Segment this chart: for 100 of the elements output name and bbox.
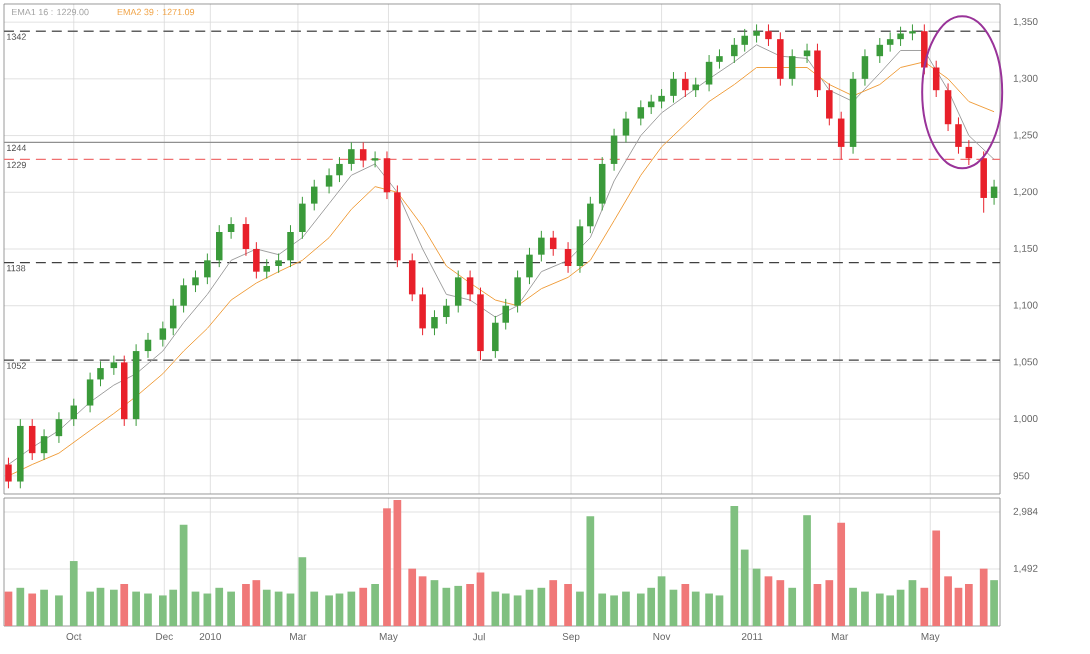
candlestick — [431, 309, 438, 336]
bar — [549, 580, 558, 626]
bar — [132, 591, 140, 626]
candlestick — [765, 23, 772, 47]
candlestick — [275, 253, 282, 274]
candlestick — [814, 43, 821, 98]
bar — [849, 587, 857, 626]
candlestick — [788, 48, 796, 87]
bar — [55, 595, 63, 626]
candlestick — [159, 321, 167, 348]
bar — [120, 583, 129, 626]
bar — [525, 589, 534, 626]
bar — [227, 591, 235, 626]
candlestick — [180, 277, 187, 314]
candlestick — [803, 43, 811, 64]
bar — [191, 591, 200, 626]
candlestick — [658, 88, 665, 109]
bar — [990, 580, 998, 626]
bar — [622, 591, 630, 626]
candlestick — [336, 156, 343, 183]
candlestick — [514, 270, 521, 314]
candlestick — [348, 141, 355, 172]
candlestick — [325, 167, 333, 194]
bar — [813, 583, 822, 626]
candlestick — [682, 71, 689, 98]
candlestick — [502, 298, 509, 331]
candlestick — [564, 241, 572, 274]
bar — [598, 593, 607, 626]
bar — [513, 595, 522, 626]
bar — [40, 589, 48, 626]
candlestick — [538, 230, 545, 262]
bar — [920, 587, 929, 626]
bar — [669, 589, 678, 626]
candlestick — [310, 179, 318, 211]
candlestick — [419, 287, 426, 336]
bar — [310, 591, 319, 626]
bar — [788, 587, 797, 626]
candlestick — [299, 196, 306, 240]
candlestick — [886, 31, 894, 53]
candlestick — [86, 372, 94, 413]
bar — [28, 593, 37, 626]
candlestick — [408, 253, 416, 302]
bar — [691, 591, 700, 626]
candlestick — [826, 82, 833, 126]
bar — [109, 589, 118, 626]
candlestick — [637, 99, 645, 126]
candlestick — [587, 196, 594, 234]
candlestick — [705, 54, 713, 92]
candlestick — [861, 48, 869, 87]
candlestick — [242, 216, 250, 257]
candlestick — [383, 150, 391, 200]
bar — [442, 587, 451, 626]
candlestick — [227, 216, 235, 240]
candlestick — [598, 156, 606, 211]
candlestick — [692, 77, 699, 98]
candlestick — [443, 298, 450, 325]
bar — [4, 591, 13, 626]
candlestick — [215, 224, 223, 268]
bar — [359, 587, 368, 626]
candlestick — [716, 48, 723, 70]
bar — [908, 580, 917, 626]
candlestick — [28, 418, 36, 461]
bar — [752, 568, 761, 626]
bar — [298, 557, 307, 626]
candlestick — [622, 111, 630, 143]
candlestick — [526, 247, 533, 285]
bar — [537, 587, 546, 626]
bar — [69, 561, 78, 626]
bar — [803, 515, 811, 626]
candlestick — [670, 71, 677, 104]
bar — [215, 587, 224, 626]
candlestick — [359, 141, 367, 168]
candlestick — [492, 315, 499, 359]
candlestick — [980, 150, 987, 214]
bar — [347, 591, 356, 626]
bar — [681, 583, 690, 626]
candlestick — [371, 150, 379, 168]
bar — [776, 580, 785, 626]
candlestick — [454, 270, 462, 314]
bar — [932, 530, 941, 626]
candlestick — [110, 355, 118, 376]
bar — [564, 583, 572, 626]
bar — [262, 589, 271, 626]
candlestick — [40, 428, 48, 461]
bar — [454, 585, 463, 626]
candlestick — [731, 37, 738, 64]
bar — [274, 591, 283, 626]
candlestick — [204, 253, 211, 285]
bar — [16, 587, 25, 626]
candlestick — [192, 270, 199, 293]
candlestick — [955, 116, 962, 155]
candlestick — [263, 258, 270, 279]
candlestick — [253, 241, 260, 279]
bar — [837, 522, 846, 626]
candlestick — [97, 360, 104, 387]
candlestick — [741, 28, 748, 53]
bar — [144, 593, 152, 626]
candlestick — [5, 457, 12, 489]
bar — [764, 576, 773, 626]
candlestick — [576, 219, 584, 274]
